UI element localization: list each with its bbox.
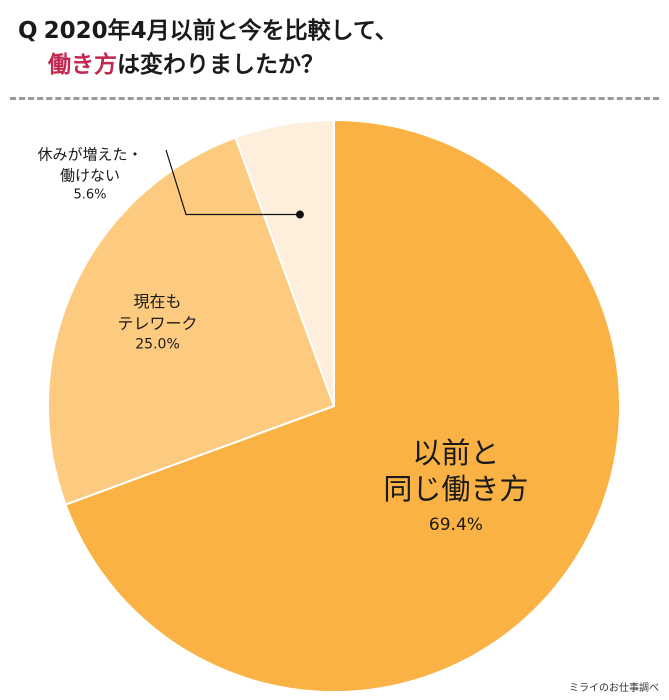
title-line-1-text: 2020年4月以前と今を比較して、: [43, 18, 398, 44]
title-line-2: 働き方は変わりましたか？: [18, 48, 398, 82]
pie-slice-3: [234, 118, 335, 407]
slice-1-label-line-1: 以前と: [412, 436, 499, 470]
slice-2-label-line-2: テレワーク: [118, 314, 198, 333]
slice-3-label-line-1: 休みが増えた・: [37, 146, 142, 164]
slice-3-value-label: 5.6%: [73, 188, 106, 203]
callout-leader: [165, 149, 304, 219]
slice-1-label-line-2: 同じ働き方: [383, 472, 528, 506]
title-accent-text: 働き方: [48, 52, 117, 78]
slice-2-value-label: 25.0%: [135, 336, 179, 352]
pie-slice-2: [47, 136, 336, 506]
question-mark: Q: [18, 18, 38, 44]
chart-title: Q 2020年4月以前と今を比較して、 働き方は変わりましたか？: [18, 14, 398, 82]
callout-line: [165, 149, 300, 216]
title-divider: [10, 97, 659, 100]
pie-slices: [47, 118, 621, 693]
slice-3-label-line-2: 働けない: [60, 167, 120, 185]
title-line-2-text: は変わりましたか？: [117, 52, 324, 78]
title-line-1: Q 2020年4月以前と今を比較して、: [18, 14, 398, 48]
slice-1-value-label: 69.4%: [429, 515, 483, 535]
slice-2-label-line-1: 現在も: [134, 292, 182, 311]
source-credit: ミライのお仕事調べ: [569, 683, 659, 694]
pie-slice-1: [64, 118, 621, 693]
